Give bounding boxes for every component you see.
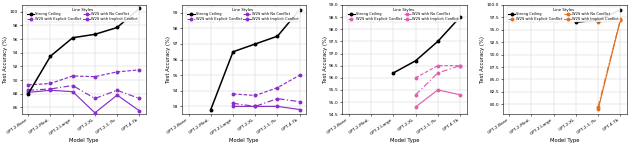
Y-axis label: Test Accuracy (%): Test Accuracy (%) (166, 36, 172, 83)
X-axis label: Model Type: Model Type (69, 138, 99, 142)
X-axis label: Model Type: Model Type (390, 138, 419, 142)
Legend: Strong Ceiling, W2S with Explicit Conflict, W2S with No Conflict, W2S with Impli: Strong Ceiling, W2S with Explicit Confli… (346, 7, 460, 22)
Legend: Strong Ceiling, W2S with Explicit Conflict, W2S with No Conflict, W2S with Impli: Strong Ceiling, W2S with Explicit Confli… (507, 7, 620, 22)
Legend: Strong Ceiling, W2S with Explicit Conflict, W2S with No Conflict, W2S with Impli: Strong Ceiling, W2S with Explicit Confli… (26, 7, 140, 22)
Y-axis label: Test Accuracy (%): Test Accuracy (%) (323, 36, 328, 83)
Y-axis label: Test Accuracy (%): Test Accuracy (%) (481, 36, 485, 83)
Legend: Strong Ceiling, W2S with Explicit Conflict, W2S with No Conflict, W2S with Impli: Strong Ceiling, W2S with Explicit Confli… (186, 7, 300, 22)
X-axis label: Model Type: Model Type (550, 138, 580, 142)
X-axis label: Model Type: Model Type (229, 138, 259, 142)
Y-axis label: Test Accuracy (%): Test Accuracy (%) (3, 36, 8, 83)
